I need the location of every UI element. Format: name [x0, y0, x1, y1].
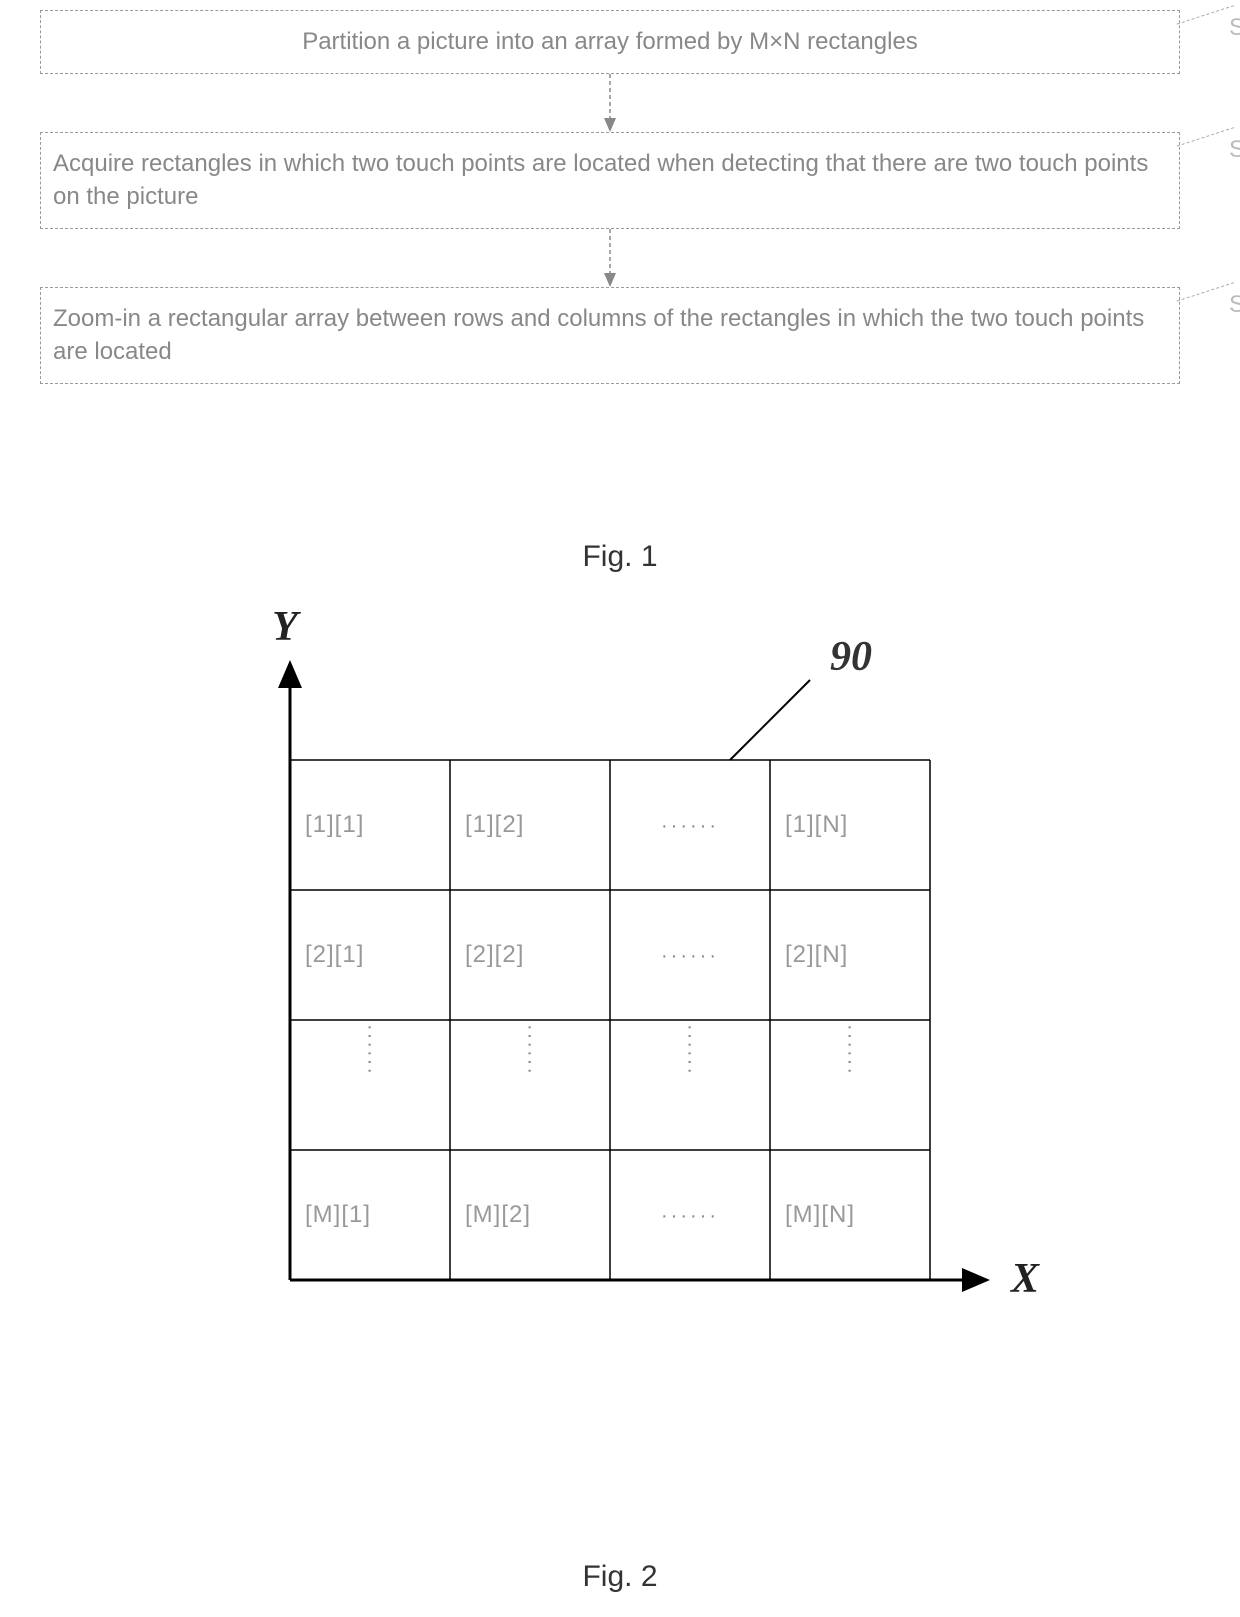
step-text: Zoom-in a rectangular array between rows… — [53, 305, 1144, 366]
flowchart: Partition a picture into an array formed… — [40, 10, 1180, 384]
step-s200: Acquire rectangles in which two touch po… — [40, 132, 1180, 229]
figure-2-caption: Fig. 2 — [0, 1560, 1240, 1594]
grid-diagram: Y X [1][1] [1][2] ······ [1][N] [2][1] [… — [170, 600, 1070, 1380]
step-ref-s200: S200 — [1229, 133, 1240, 167]
cell-vdots-2: ······ — [519, 1024, 541, 1076]
cell-vdots-1: ······ — [359, 1024, 381, 1076]
step-ref-s300: S300 — [1229, 288, 1240, 322]
cell-m-2: [M][2] — [465, 1201, 531, 1228]
x-axis-label: X — [1009, 1256, 1040, 1302]
cell-2-dots: ······ — [661, 945, 719, 967]
step-s100: Partition a picture into an array formed… — [40, 10, 1180, 74]
figure-2: Y X [1][1] [1][2] ······ [1][N] [2][1] [… — [0, 600, 1240, 1500]
cell-1-1: [1][1] — [305, 811, 364, 838]
leader-90 — [730, 680, 810, 760]
step-ref-s100: S100 — [1229, 11, 1240, 45]
x-axis-arrowhead — [962, 1268, 990, 1292]
cell-m-n: [M][N] — [785, 1201, 855, 1228]
cell-m-1: [M][1] — [305, 1201, 371, 1228]
step-text: Partition a picture into an array formed… — [302, 28, 918, 55]
cell-vdots-3: ······ — [679, 1024, 701, 1076]
step-text: Acquire rectangles in which two touch po… — [53, 150, 1148, 211]
cell-1-2: [1][2] — [465, 811, 524, 838]
arrow-s200-s300 — [40, 229, 1180, 287]
figure-1-caption: Fig. 1 — [0, 540, 1240, 574]
step-s300: Zoom-in a rectangular array between rows… — [40, 287, 1180, 384]
arrow-s100-s200 — [40, 74, 1180, 132]
cell-2-2: [2][2] — [465, 941, 524, 968]
reference-90: 90 — [830, 634, 872, 680]
cell-1-dots: ······ — [661, 815, 719, 837]
cell-m-dots: ······ — [661, 1205, 719, 1227]
y-axis-arrowhead — [278, 660, 302, 688]
cell-2-1: [2][1] — [305, 941, 364, 968]
cell-2-n: [2][N] — [785, 941, 848, 968]
y-axis-label: Y — [272, 604, 301, 650]
cell-vdots-4: ······ — [839, 1024, 861, 1076]
cell-1-n: [1][N] — [785, 811, 848, 838]
